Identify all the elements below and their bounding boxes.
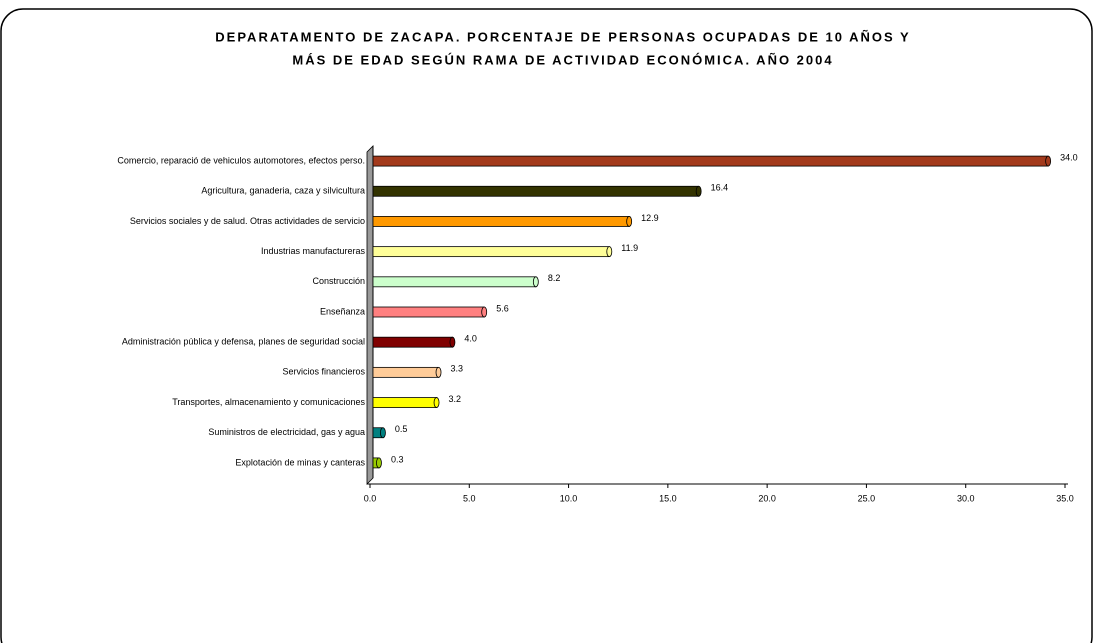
y-tick-label: Comercio, reparació de vehiculos automot… (117, 155, 365, 165)
bar (372, 336, 453, 348)
bar-cap (380, 427, 386, 439)
y-tick-label: Transportes, almacenamiento y comunicaci… (172, 397, 365, 407)
bar-cap (695, 185, 702, 197)
bar-cap (433, 397, 440, 408)
x-tick-label: 20.0 (758, 493, 776, 503)
axis-wall (366, 145, 374, 485)
y-tick-label: Servicios financieros (282, 367, 365, 377)
x-tick-label: 25.0 (858, 493, 876, 503)
data-label: 5.6 (496, 303, 509, 313)
frame (0, 8, 1093, 643)
chart-title: DEPARATAMENTO DE ZACAPA. PORCENTAJE DE P… (215, 29, 910, 44)
y-tick-label: Enseñanza (320, 306, 365, 316)
bar-cap (376, 457, 382, 469)
bar-cap (532, 276, 539, 288)
bar (372, 366, 439, 378)
data-label: 3.2 (449, 394, 462, 404)
bar-cap (449, 336, 456, 348)
x-tick-label: 0.0 (364, 493, 377, 503)
bar (372, 185, 700, 197)
bar (372, 216, 630, 227)
y-tick-label: Agricultura, ganaderia, caza y silvicult… (201, 186, 365, 196)
bar-cap (606, 246, 613, 258)
bar-cap (626, 216, 633, 227)
data-label: 3.3 (451, 364, 464, 374)
bar (372, 155, 1049, 167)
data-label: 11.9 (621, 243, 638, 253)
y-tick-label: Servicios sociales y de salud. Otras act… (130, 216, 365, 226)
data-label: 34.0 (1060, 152, 1078, 162)
bar (372, 397, 437, 408)
x-tick-label: 30.0 (957, 493, 975, 503)
y-tick-label: Administración pública y defensa, planes… (122, 337, 365, 347)
y-tick-label: Explotación de minas y canteras (235, 457, 365, 467)
bar (372, 306, 485, 318)
x-tick-label: 10.0 (560, 493, 578, 503)
x-tick-label: 5.0 (463, 493, 476, 503)
bar-cap (481, 306, 488, 318)
y-tick-label: Industrias manufactureras (261, 246, 366, 256)
bar-cap (435, 366, 442, 378)
bar (372, 276, 537, 288)
data-label: 12.9 (641, 213, 659, 223)
data-label: 0.3 (391, 454, 404, 464)
y-tick-label: Suministros de electricidad, gas y agua (208, 427, 365, 437)
data-label: 8.2 (548, 273, 561, 283)
y-tick-label: Construcción (312, 276, 365, 286)
bar (372, 246, 610, 258)
data-label: 16.4 (711, 183, 729, 193)
data-label: 4.0 (464, 334, 477, 344)
data-label: 0.5 (395, 424, 408, 434)
bar-cap (1045, 155, 1052, 167)
x-tick-label: 15.0 (659, 493, 677, 503)
chart-title: MÁS DE EDAD SEGÚN RAMA DE ACTIVIDAD ECON… (292, 52, 833, 67)
x-tick-label: 35.0 (1056, 493, 1074, 503)
